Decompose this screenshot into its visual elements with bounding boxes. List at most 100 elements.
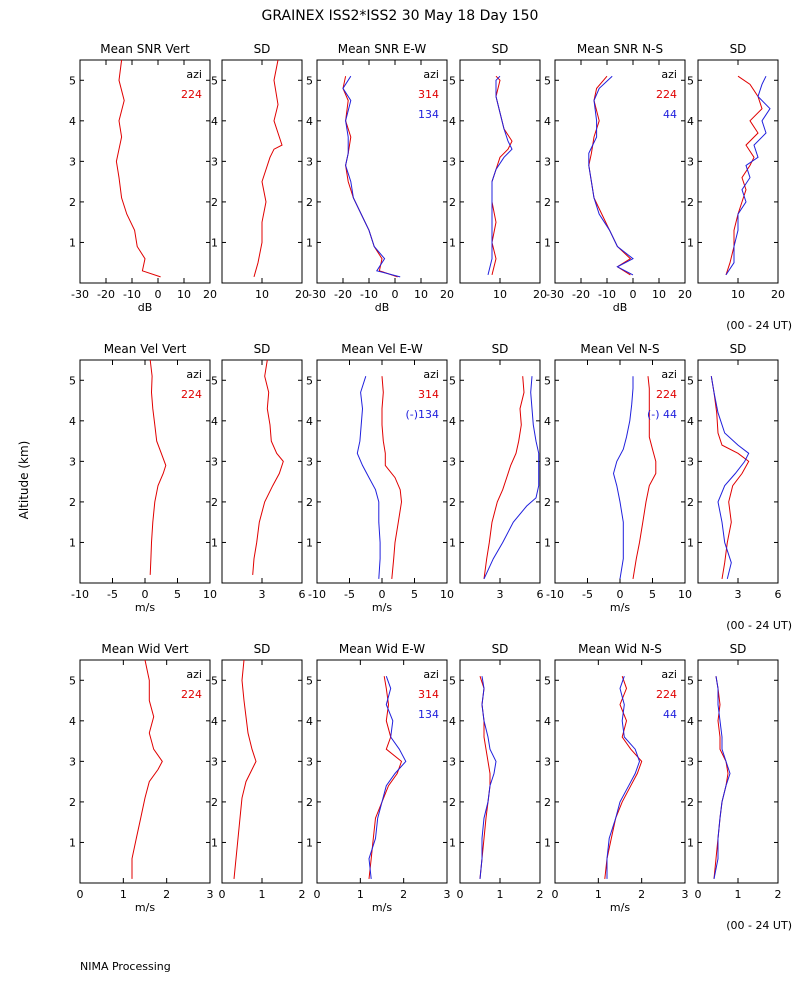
x-tick-label: 20: [533, 288, 547, 301]
y-tick-label: 2: [449, 196, 456, 209]
y-tick-label: 5: [687, 674, 694, 687]
y-tick-label: 4: [69, 715, 76, 728]
y-tick-label: 4: [687, 415, 694, 428]
y-tick-label: 3: [69, 455, 76, 468]
x-tick-label: 10: [440, 588, 454, 601]
x-tick-label: -5: [582, 588, 593, 601]
y-tick-label: 2: [211, 796, 218, 809]
legend-entry: 224: [656, 388, 677, 401]
y-tick-label: 3: [69, 155, 76, 168]
y-tick-label: 2: [687, 496, 694, 509]
y-tick-label: 1: [544, 536, 551, 549]
legend-entry: 224: [656, 688, 677, 701]
y-tick-label: 5: [449, 374, 456, 387]
x-tick-label: 0: [617, 588, 624, 601]
panel-2-1: Mean Vel Vert 1 2 3 4 5 -10 -5 0 5 10 m/s azi 224: [69, 342, 217, 614]
y-tick-label: 4: [687, 115, 694, 128]
legend-head: azi: [661, 368, 677, 381]
series-line-red: [368, 676, 403, 879]
y-tick-label: 3: [687, 155, 694, 168]
x-tick-label: -10: [360, 288, 378, 301]
y-tick-label: 1: [687, 236, 694, 249]
x-tick-label: 10: [203, 588, 217, 601]
legend-head: azi: [186, 68, 202, 81]
legend-entry: 134: [418, 708, 439, 721]
x-tick-label: 0: [630, 288, 637, 301]
panel-1-5: Mean SNR N-S 1 2 3 4 5 -30 -20 -10 0 10 20 dB azi 224 4…: [544, 42, 692, 314]
panel-title: SD: [254, 342, 271, 356]
series-line-blue: [487, 75, 513, 276]
panel-title: Mean SNR Vert: [100, 42, 190, 56]
y-tick-label: 3: [544, 455, 551, 468]
x-tick-label: 0: [77, 888, 84, 901]
y-tick-label: 4: [306, 115, 313, 128]
y-tick-label: 3: [306, 755, 313, 768]
x-tick-label: -10: [546, 588, 564, 601]
y-tick-label: 3: [306, 455, 313, 468]
figure-title: GRAINEX ISS2*ISS2 30 May 18 Day 150: [262, 8, 539, 24]
legend-entry: (-)134: [405, 408, 439, 421]
y-tick-label: 1: [306, 836, 313, 849]
x-tick-label: 2: [537, 888, 544, 901]
y-tick-label: 5: [306, 374, 313, 387]
x-tick-label: 0: [552, 888, 559, 901]
series-line-red: [342, 76, 398, 278]
x-tick-label: 0: [314, 888, 321, 901]
y-tick-label: 4: [211, 415, 218, 428]
panel-title: Mean SNR N-S: [577, 42, 663, 56]
legend-entry: 44: [663, 708, 677, 721]
x-tick-label: -30: [71, 288, 89, 301]
plot-frame: [459, 659, 541, 884]
x-tick-label: 1: [120, 888, 127, 901]
x-axis-label: m/s: [610, 601, 630, 614]
y-tick-label: 4: [306, 415, 313, 428]
time-range-label: (00 - 24 UT): [726, 619, 792, 632]
legend-entry: 314: [418, 388, 439, 401]
panel-2-5: Mean Vel N-S 1 2 3 4 5 -10 -5 0 5 10 m/s azi 224 (-) 4…: [544, 342, 692, 614]
series-line-red: [149, 359, 167, 575]
plot-frame: [459, 359, 541, 584]
y-tick-label: 2: [211, 196, 218, 209]
panel-1-4: SD 1 2 3 4 5 10 20: [449, 42, 547, 301]
series-line-red: [713, 676, 729, 879]
panel-title: SD: [492, 342, 509, 356]
plot-frame: [316, 659, 448, 884]
y-tick-label: 4: [544, 415, 551, 428]
x-tick-label: 10: [177, 288, 191, 301]
y-tick-label: 2: [687, 796, 694, 809]
x-tick-label: -5: [107, 588, 118, 601]
y-axis-label: Altitude (km): [17, 441, 31, 520]
series-line-blue: [342, 75, 401, 278]
y-tick-label: 3: [687, 455, 694, 468]
x-tick-label: 0: [457, 888, 464, 901]
y-tick-label: 5: [544, 74, 551, 87]
series-line-blue: [479, 676, 497, 879]
panel-2-2: SD 1 2 3 4 5 3 6: [211, 342, 306, 601]
y-tick-label: 5: [687, 374, 694, 387]
x-tick-label: 2: [400, 888, 407, 901]
x-tick-label: 1: [357, 888, 364, 901]
panel-title: Mean Wid N-S: [578, 642, 662, 656]
legend-entry: 314: [418, 88, 439, 101]
x-tick-label: 1: [497, 888, 504, 901]
plot-frame: [554, 59, 686, 284]
x-tick-label: 1: [735, 888, 742, 901]
x-tick-label: 3: [259, 588, 266, 601]
series-line-red: [632, 376, 657, 579]
legend-head: azi: [186, 668, 202, 681]
time-range-label: (00 - 24 UT): [726, 919, 792, 932]
y-tick-label: 3: [687, 755, 694, 768]
x-tick-label: 0: [142, 588, 149, 601]
series-line-blue: [725, 75, 771, 276]
x-axis-label: m/s: [610, 901, 630, 914]
y-tick-label: 2: [449, 496, 456, 509]
y-tick-label: 4: [544, 715, 551, 728]
y-tick-label: 1: [544, 236, 551, 249]
panel-3-1: Mean Wid Vert 1 2 3 4 5 0 1 2 3 m/s azi 224: [69, 642, 214, 914]
y-tick-label: 5: [211, 374, 218, 387]
x-tick-label: 10: [652, 288, 666, 301]
x-tick-label: 6: [775, 588, 782, 601]
panel-title: SD: [492, 42, 509, 56]
panel-title: SD: [730, 642, 747, 656]
